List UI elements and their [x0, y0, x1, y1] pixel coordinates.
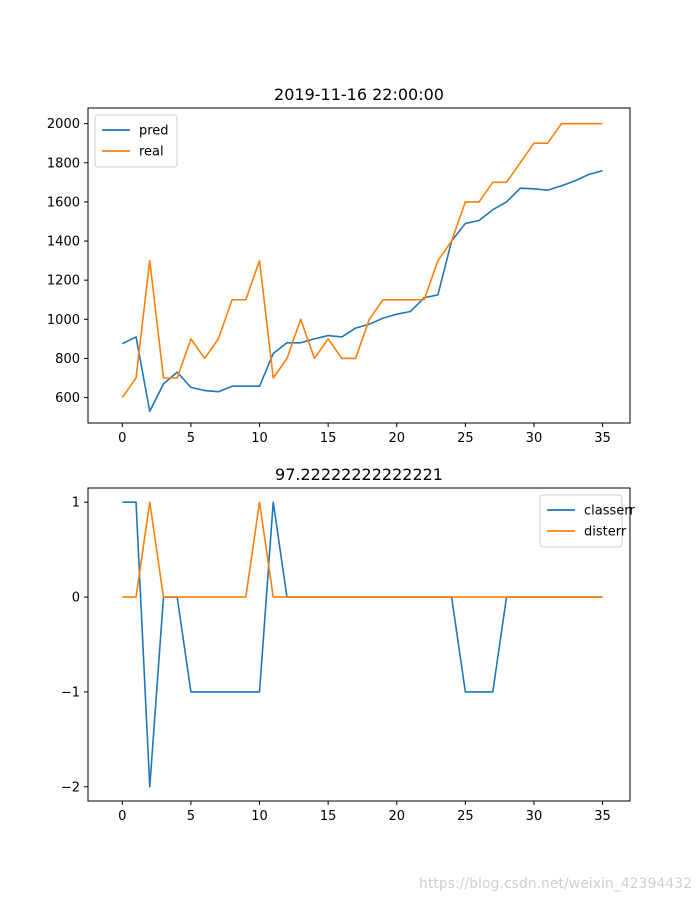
chart-1: 2019-11-16 22:00:00 0 5 10 15 20 25 30 35 600 800 1… [47, 85, 631, 446]
y-tick-label: 800 [55, 352, 80, 367]
y-tick-label: −1 [61, 685, 80, 700]
x-tick-label: 30 [526, 809, 543, 824]
y-tick-label: 0 [72, 591, 80, 606]
x-tick-label: 30 [526, 431, 543, 446]
x-tick-label: 15 [320, 809, 337, 824]
y-tick-label: 600 [55, 391, 80, 406]
y-tick-label: 1600 [47, 195, 80, 210]
y-tick-label: 1000 [47, 313, 80, 328]
x-tick-label: 35 [594, 809, 611, 824]
x-tick-label: 25 [457, 809, 474, 824]
x-tick-label: 5 [187, 431, 195, 446]
x-tick-label: 10 [251, 809, 268, 824]
y-tick-label: −2 [61, 780, 80, 795]
x-tick-label: 35 [594, 431, 611, 446]
legend-label-disterr: disterr [584, 525, 627, 540]
axes-frame [87, 487, 631, 802]
y-tick-label: 2000 [47, 117, 80, 132]
legend-label-real: real [139, 145, 164, 160]
legend: pred real [94, 114, 178, 168]
y-tick-label: 1200 [47, 274, 80, 289]
x-tick-label: 25 [457, 431, 474, 446]
x-tick-label: 20 [388, 431, 405, 446]
legend-box [539, 494, 623, 548]
x-tick-label: 5 [187, 809, 195, 824]
legend-label-classerr: classerr [584, 504, 635, 519]
x-tick-label: 10 [251, 431, 268, 446]
legend-box [94, 114, 178, 168]
y-tick-label: 1 [72, 496, 80, 511]
chart-title: 2019-11-16 22:00:00 [274, 85, 444, 104]
x-tick-label: 0 [118, 809, 126, 824]
watermark-text: https://blog.csdn.net/weixin_42394432 [418, 876, 692, 892]
chart-title: 97.22222222222221 [275, 465, 443, 484]
legend-label-pred: pred [139, 124, 169, 139]
series-line-pred [121, 169, 603, 413]
legend: classerr disterr [539, 494, 635, 548]
x-tick-label: 20 [388, 809, 405, 824]
y-tick-label: 1400 [47, 235, 80, 250]
axes-frame [87, 107, 631, 424]
series-line-real [121, 122, 603, 399]
y-tick-label: 1800 [47, 156, 80, 171]
x-tick-label: 0 [118, 431, 126, 446]
x-tick-label: 15 [320, 431, 337, 446]
series-line-disterr [122, 501, 603, 598]
series-line-classerr [122, 501, 603, 788]
